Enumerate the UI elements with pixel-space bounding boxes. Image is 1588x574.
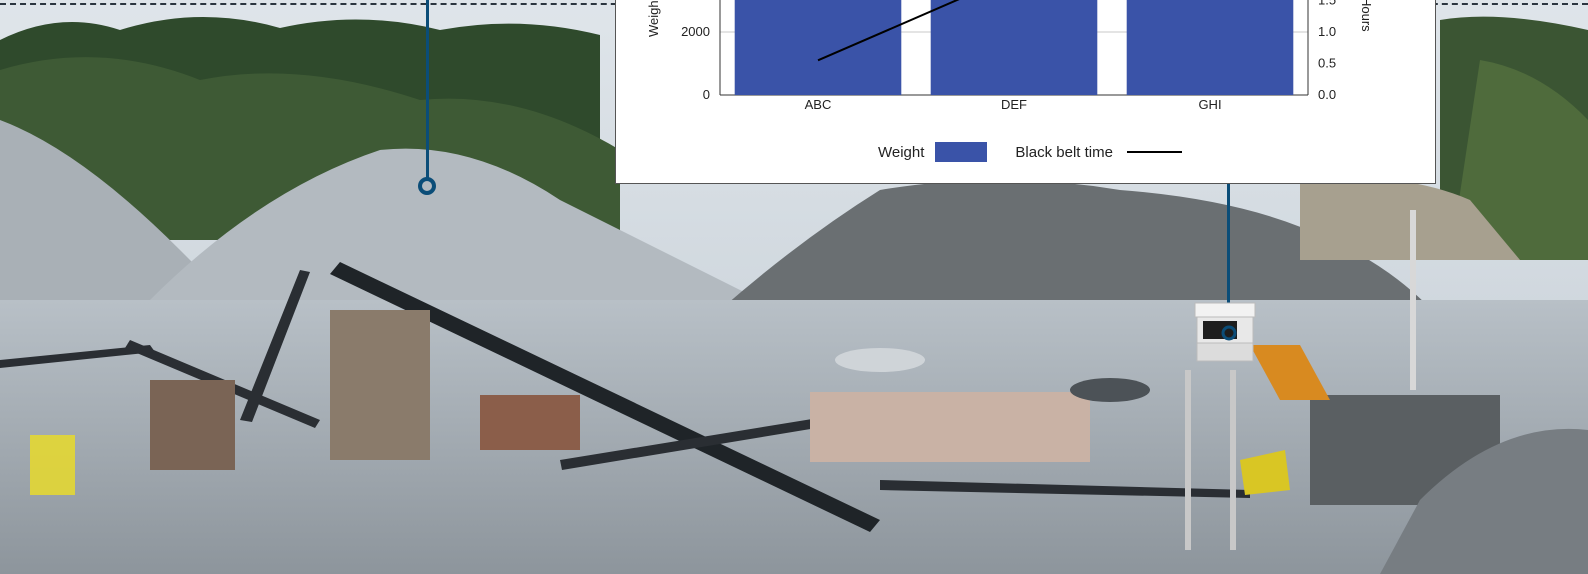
y-left-tick-label: 2000 [681, 24, 710, 39]
callout-line-left [426, 0, 429, 178]
y-right-tick-label: 1.5 [1318, 0, 1336, 8]
bar-abc [734, 0, 902, 95]
camera-housing-icon [1193, 301, 1263, 363]
x-tick-label: ABC [805, 97, 832, 112]
bar-def [930, 0, 1098, 95]
chart-legend: Weight Black belt time [878, 142, 1182, 162]
series-line-black-belt-time [817, 0, 960, 62]
x-tick-label: DEF [1001, 97, 1027, 112]
legend-label-black-belt-time: Black belt time [1015, 143, 1113, 161]
y-right-tick-label: 1.0 [1318, 24, 1336, 39]
y-left-tick-label: 0 [703, 87, 710, 102]
y-left-axis-title: Weigh [646, 0, 661, 37]
legend-label-weight: Weight [878, 143, 925, 161]
legend-swatch-weight [935, 142, 988, 162]
callout-marker-left [418, 177, 436, 195]
callout-line-right [1227, 184, 1230, 332]
x-tick-label: GHI [1198, 97, 1221, 112]
belt-chart-card: ABCDEFGHI02000400060000.00.51.01.5WeighH… [615, 0, 1436, 184]
legend-swatch-black-belt-time [1126, 151, 1182, 153]
y-right-axis-title: Hours [1359, 0, 1374, 32]
bar-ghi [1126, 0, 1294, 95]
weight-hours-chart: ABCDEFGHI02000400060000.00.51.01.5WeighH… [646, 0, 1374, 112]
y-right-tick-label: 0.5 [1318, 56, 1336, 71]
y-right-tick-label: 0.0 [1318, 87, 1336, 102]
